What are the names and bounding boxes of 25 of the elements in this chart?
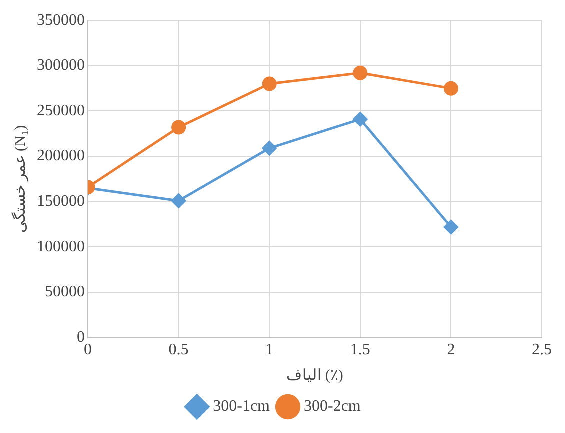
x-tick-label: 0.5	[168, 342, 189, 359]
y-tick-label: 100000	[37, 238, 85, 256]
y-tick-label: 150000	[37, 193, 85, 210]
y-tick-label: 250000	[37, 102, 85, 120]
point	[172, 194, 186, 208]
point	[444, 81, 458, 96]
point	[353, 112, 368, 127]
x-axis-title: الیاف (٪)	[286, 368, 344, 384]
legend-label: 300-1cm	[213, 398, 271, 416]
point	[353, 66, 368, 80]
point	[262, 141, 277, 156]
x-tick-label: 2.5	[532, 342, 552, 359]
y-tick-label: 50000	[45, 284, 85, 301]
y-tick-label: 350000	[37, 12, 85, 29]
x-tick-label: 1.5	[350, 342, 370, 359]
point	[262, 76, 277, 92]
y-tick-label: 300000	[37, 57, 85, 74]
x-tick-label: 1	[266, 342, 274, 359]
point	[444, 220, 458, 234]
x-tick-label: 2	[447, 342, 456, 359]
point	[172, 120, 186, 135]
y-tick-label: 200000	[37, 148, 85, 165]
y-tick-label: 0	[77, 329, 85, 346]
legend-label: 300-2cm	[304, 398, 362, 416]
y-axis-title: عمر خستگی (N₁)	[10, 125, 29, 233]
